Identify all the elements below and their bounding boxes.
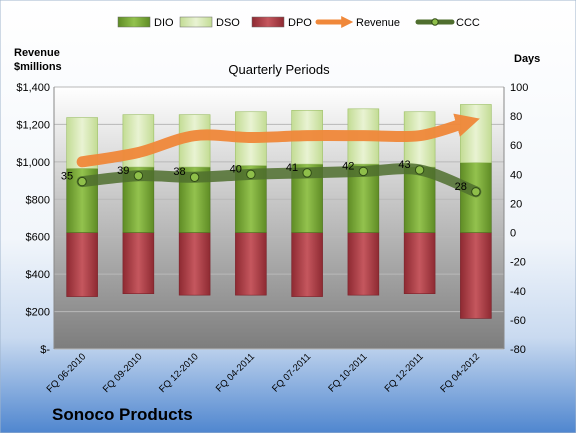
left-tick-label: $200 <box>26 307 50 319</box>
legend: DIO DSO DPO Revenue CCC <box>117 15 480 29</box>
lines <box>76 113 482 198</box>
left-tick-label: $800 <box>26 194 50 206</box>
left-axis-label: Revenue $millions <box>14 47 62 73</box>
legend-label-dio: DIO <box>154 17 174 29</box>
right-axis-label: Days <box>514 53 540 65</box>
left-axis-ticks: $- $200 $400 $600 $800 $1,000 $1,200 $1,400 <box>16 82 50 356</box>
ccc-data-label: 38 <box>173 166 185 178</box>
ccc-marker <box>77 176 87 187</box>
ccc-marker <box>133 171 144 181</box>
right-tick-label: 20 <box>510 198 522 210</box>
data-labels: 35 39 38 40 41 42 43 28 <box>61 159 467 193</box>
right-tick-label: -40 <box>510 286 526 298</box>
right-tick-label: 0 <box>510 228 516 240</box>
legend-swatch-ccc-marker <box>431 18 439 26</box>
left-tick-label: $1,000 <box>16 157 50 169</box>
right-tick-label: -80 <box>510 344 526 356</box>
ccc-marker <box>414 165 425 175</box>
dpo-bar <box>347 232 380 296</box>
right-tick-label: 80 <box>510 111 522 123</box>
dio-bar <box>460 162 492 233</box>
legend-label-revenue: Revenue <box>356 17 400 29</box>
legend-swatch-dpo <box>251 16 285 28</box>
ccc-line <box>76 163 482 198</box>
right-axis-ticks: -80 -60 -40 -20 0 20 40 60 80 100 <box>510 82 528 356</box>
left-tick-label: $1,400 <box>16 82 50 94</box>
dpo-bar <box>122 232 155 294</box>
left-tick-label: $600 <box>26 232 50 244</box>
left-axis-label-line: $millions <box>14 61 62 73</box>
dpo-bar <box>403 232 436 294</box>
legend-label-dpo: DPO <box>288 17 312 29</box>
left-axis-label-line: Revenue <box>14 47 60 59</box>
dpo-bar <box>66 232 98 297</box>
right-tick-label: 40 <box>510 169 522 181</box>
ccc-marker <box>189 172 200 182</box>
ccc-data-label: 28 <box>455 181 467 193</box>
right-tick-label: 100 <box>510 82 528 94</box>
right-tick-label: -20 <box>510 257 526 269</box>
ccc-marker <box>471 187 481 197</box>
company-name: Sonoco Products <box>52 405 193 424</box>
legend-label-ccc: CCC <box>456 17 480 29</box>
dso-bar <box>460 104 492 163</box>
ccc-data-label: 43 <box>398 159 410 171</box>
ccc-data-label: 41 <box>286 162 298 174</box>
right-tick-label: -60 <box>510 315 526 327</box>
chart-title: Quarterly Periods <box>228 62 330 77</box>
left-tick-label: $400 <box>26 269 50 281</box>
ccc-data-label: 35 <box>61 171 73 183</box>
ccc-data-label: 39 <box>117 165 129 177</box>
left-tick-label: $- <box>40 344 50 356</box>
ccc-marker <box>358 166 369 177</box>
ccc-marker <box>246 169 256 180</box>
legend-swatch-dio <box>117 16 151 28</box>
dpo-bar <box>235 232 267 296</box>
ccc-marker <box>302 168 312 178</box>
left-tick-label: $1,200 <box>16 119 50 131</box>
dpo-bar <box>460 232 492 319</box>
revenue-line <box>76 113 480 168</box>
dpo-bar <box>291 232 323 297</box>
dpo-bar <box>178 232 211 296</box>
right-tick-label: 60 <box>510 140 522 152</box>
legend-label-dso: DSO <box>216 17 240 29</box>
ccc-data-label: 42 <box>342 160 354 172</box>
legend-swatch-dso <box>179 16 213 28</box>
ccc-data-label: 40 <box>230 163 242 175</box>
